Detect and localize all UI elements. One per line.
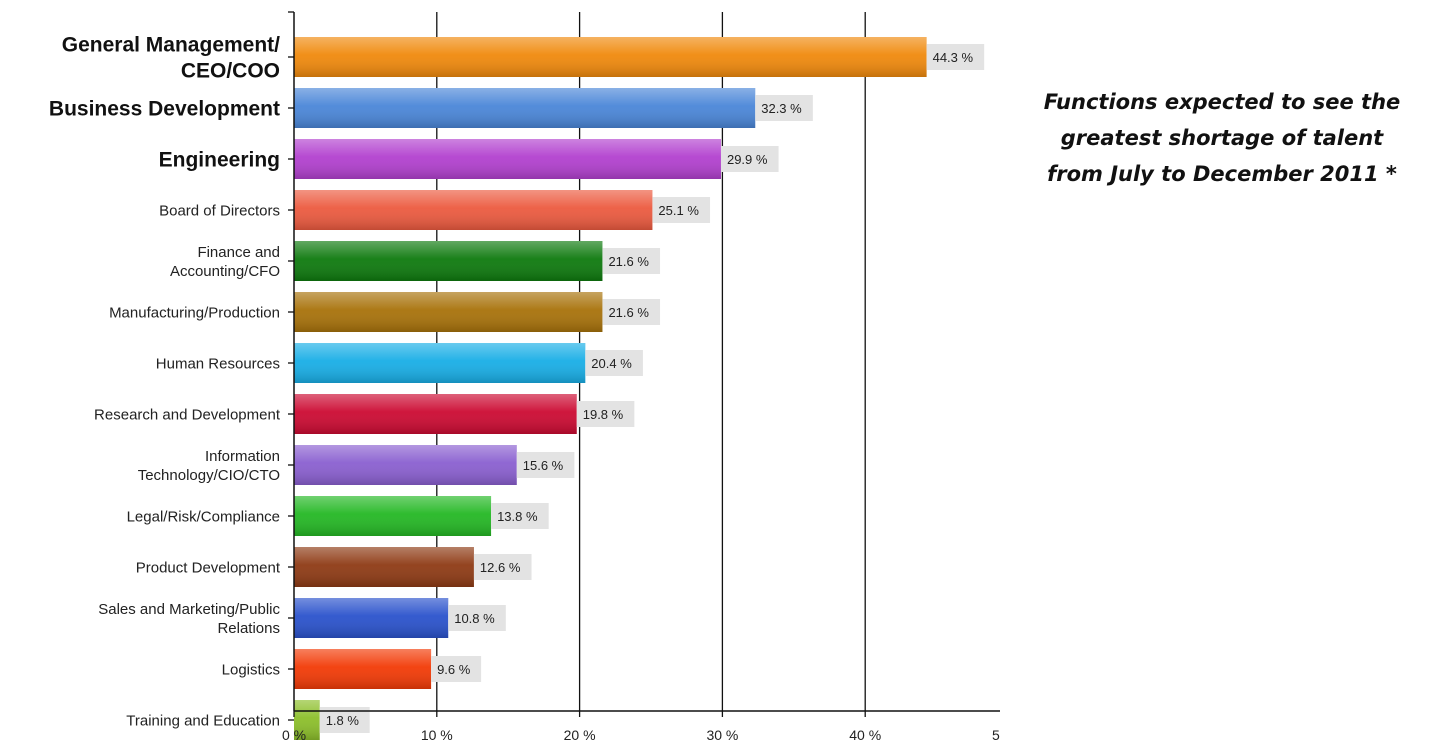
value-label-bg <box>926 44 985 70</box>
bar-shading <box>294 292 603 332</box>
bar-group: 29.9 % <box>294 139 779 179</box>
value-label: 25.1 % <box>658 203 699 218</box>
bar-shading <box>294 88 756 128</box>
value-label: 44.3 % <box>933 50 974 65</box>
value-label: 1.8 % <box>326 713 360 728</box>
bar-group: 32.3 % <box>294 88 813 128</box>
bar-group: 20.4 % <box>294 343 643 383</box>
bars: 44.3 % 32.3 % 29.9 % 25.1 % 21.6 % 21.6 % 20.4… <box>294 37 985 740</box>
value-label: 21.6 % <box>608 254 649 269</box>
bar-chart: 44.3 % 32.3 % 29.9 % 25.1 % 21.6 % 21.6 % 20.4… <box>49 11 1000 743</box>
axes: 0 % 10 % 20 % 30 % 40 % 50 % <box>282 11 1000 743</box>
value-label-bg <box>602 248 661 274</box>
bar-shading <box>294 139 721 179</box>
category-label: Logistics <box>222 661 280 678</box>
category-label-line: Human Resources <box>156 355 280 372</box>
bar-shading <box>294 37 927 77</box>
value-label-bg <box>585 350 643 376</box>
category-label-line: General Management/ <box>62 34 280 57</box>
category-label: Product Development <box>136 559 281 576</box>
category-label-line: Accounting/CFO <box>170 263 280 280</box>
category-label-line: Product Development <box>136 559 281 576</box>
category-label-line: Engineering <box>159 149 280 172</box>
category-label-line: Technology/CIO/CTO <box>138 467 280 484</box>
chart-title: Functions expected to see the greatest s… <box>1043 90 1401 186</box>
x-tick-label: 30 % <box>706 727 738 743</box>
category-label: Information Technology/CIO/CTO <box>138 448 280 484</box>
value-label-bg <box>720 146 779 172</box>
category-label: General Management/CEO/COO <box>62 34 280 83</box>
bar-group: 44.3 % <box>294 37 985 77</box>
category-label: Human Resources <box>156 355 280 372</box>
category-label: Finance and Accounting/CFO <box>170 244 280 280</box>
category-label-line: Manufacturing/Production <box>109 304 280 321</box>
category-label-line: Legal/Risk/Compliance <box>127 508 280 525</box>
value-label: 10.8 % <box>454 611 495 626</box>
category-label-line: Relations <box>217 620 280 637</box>
value-label: 15.6 % <box>523 458 564 473</box>
category-label: Training and Education <box>126 712 280 729</box>
value-label: 9.6 % <box>437 662 471 677</box>
category-labels: General Management/CEO/COO Business Devel… <box>49 34 281 730</box>
bar-shading <box>294 190 653 230</box>
category-label-line: Training and Education <box>126 712 280 729</box>
value-label-bg <box>652 197 711 223</box>
category-label: Sales and Marketing/Public Relations <box>98 601 280 637</box>
bar-group: 19.8 % <box>294 394 635 434</box>
category-label: Engineering <box>159 149 280 172</box>
bar-shading <box>294 241 603 281</box>
value-label-bg <box>491 503 549 529</box>
bar-shading <box>294 496 492 536</box>
bar-group: 25.1 % <box>294 190 711 230</box>
value-label: 13.8 % <box>497 509 538 524</box>
value-label: 21.6 % <box>608 305 649 320</box>
x-tick-label: 50 % <box>992 727 1000 743</box>
bar-group: 15.6 % <box>294 445 575 485</box>
value-label: 20.4 % <box>591 356 632 371</box>
bar-shading <box>294 598 449 638</box>
bar-group: 13.8 % <box>294 496 549 536</box>
x-tick-label: 20 % <box>564 727 596 743</box>
category-label: Legal/Risk/Compliance <box>127 508 280 525</box>
bar-shading <box>294 343 586 383</box>
bar-group: 21.6 % <box>294 241 661 281</box>
value-label-bg <box>473 554 532 580</box>
value-label: 19.8 % <box>583 407 624 422</box>
bar-group: 10.8 % <box>294 598 506 638</box>
x-tick-label: 0 % <box>282 727 306 743</box>
category-label-line: Sales and Marketing/Public <box>98 601 280 618</box>
category-label-line: Board of Directors <box>159 202 280 219</box>
x-tick-label: 10 % <box>421 727 453 743</box>
bar-shading <box>294 445 517 485</box>
bar-group: 21.6 % <box>294 292 661 332</box>
bar-shading <box>294 547 474 587</box>
category-label-line: Business Development <box>49 98 280 121</box>
category-label-line: Information <box>205 448 280 465</box>
category-label-line: Finance and <box>197 244 280 261</box>
category-label-line: CEO/COO <box>181 60 280 83</box>
category-label-line: Research and Development <box>94 406 281 423</box>
bar-shading <box>294 394 577 434</box>
category-label: Research and Development <box>94 406 281 423</box>
value-label-bg <box>448 605 506 631</box>
value-label-bg <box>516 452 575 478</box>
bar-shading <box>294 649 432 689</box>
bar-shading <box>294 700 320 740</box>
category-label: Board of Directors <box>159 202 280 219</box>
value-label-bg <box>755 95 813 121</box>
value-label: 29.9 % <box>727 152 768 167</box>
category-label: Business Development <box>49 98 280 121</box>
value-label: 32.3 % <box>761 101 802 116</box>
value-label: 12.6 % <box>480 560 521 575</box>
value-label-bg <box>431 656 482 682</box>
value-label-bg <box>602 299 661 325</box>
bar-group: 12.6 % <box>294 547 532 587</box>
bar-group: 9.6 % <box>294 649 482 689</box>
value-label-bg <box>576 401 635 427</box>
category-label: Manufacturing/Production <box>109 304 280 321</box>
category-label-line: Logistics <box>222 661 280 678</box>
x-tick-label: 40 % <box>849 727 881 743</box>
